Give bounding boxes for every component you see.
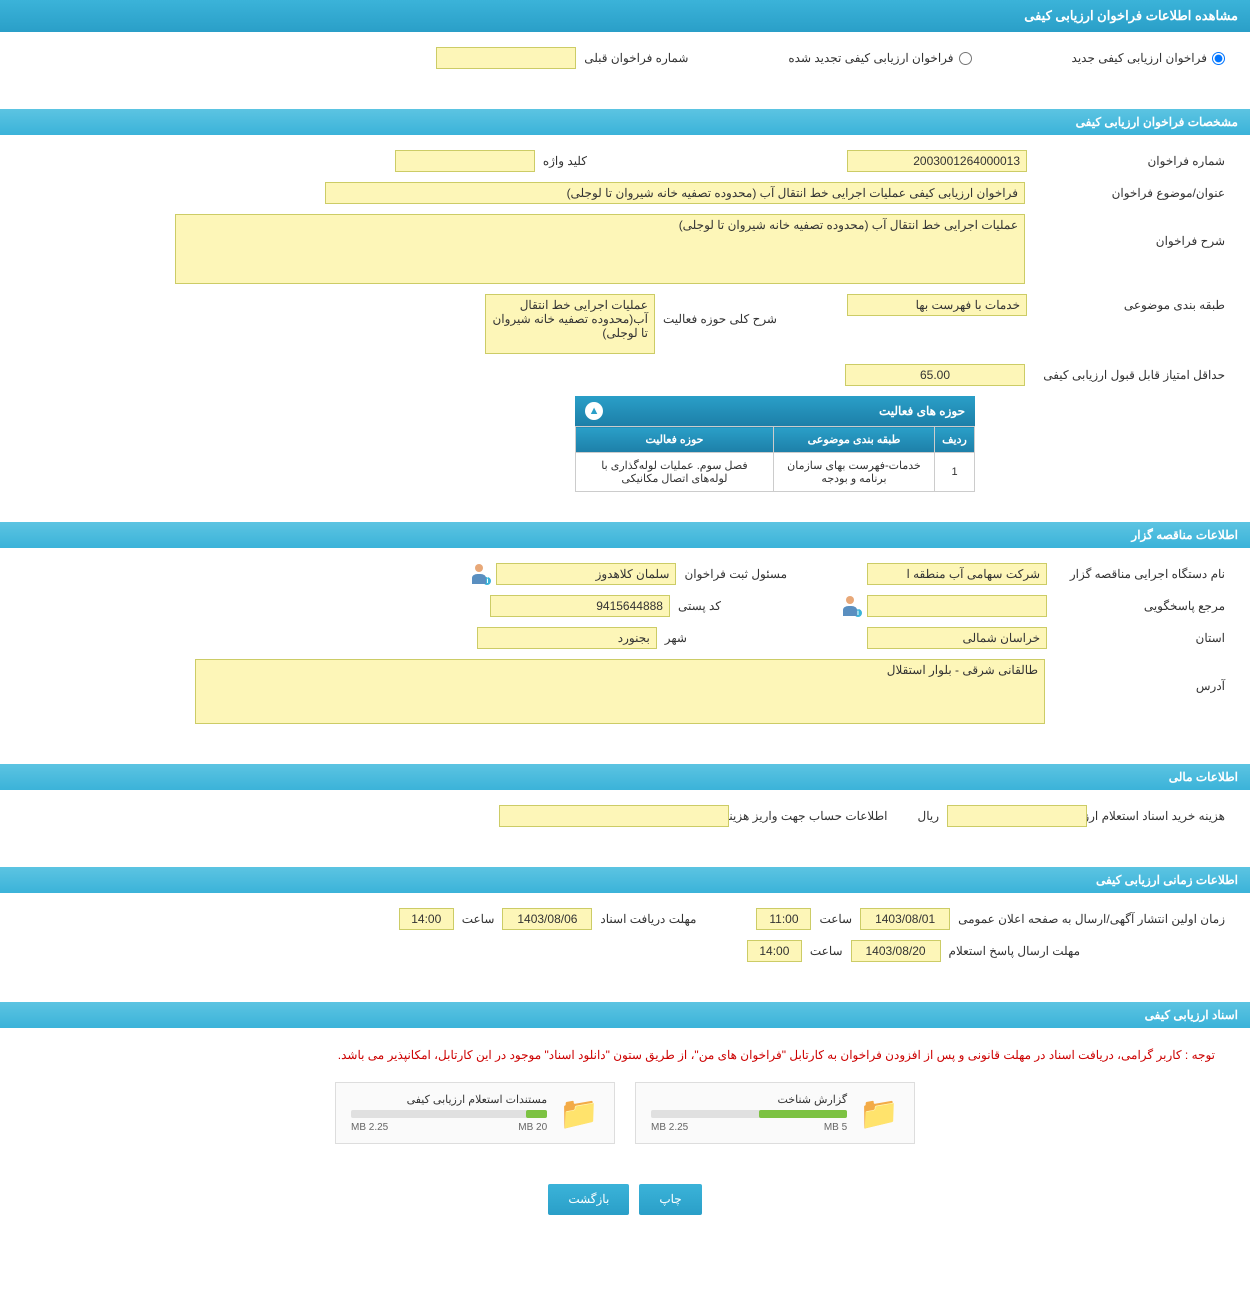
top-section: فراخوان ارزیابی کیفی جدید فراخوان ارزیاب…	[0, 32, 1250, 94]
city-field: بجنورد	[477, 627, 657, 649]
spec-body: شماره فراخوان 2003001264000013 کلید واژه…	[0, 135, 1250, 507]
file2-total: 20 MB	[518, 1122, 547, 1133]
number-label: شماره فراخوان	[1035, 154, 1225, 168]
province-label: استان	[1055, 631, 1225, 645]
deadline-receive-date: 1403/08/06	[502, 908, 592, 930]
org-label: نام دستگاه اجرایی مناقصه گزار	[1055, 567, 1225, 581]
registrar-field: سلمان کلاهدوز	[496, 563, 676, 585]
subject-field: فراخوان ارزیابی کیفی عملیات اجرایی خط ان…	[325, 182, 1025, 204]
time-label-1: ساعت	[819, 912, 852, 926]
publish-time: 11:00	[756, 908, 811, 930]
radio-renewed[interactable]: فراخوان ارزیابی کیفی تجدید شده	[788, 51, 971, 65]
collapse-icon[interactable]: ▲	[585, 402, 603, 420]
number-field: 2003001264000013	[847, 150, 1027, 172]
city-label: شهر	[665, 631, 687, 645]
org-field: شرکت سهامی آب منطقه ا	[867, 563, 1047, 585]
postal-label: کد پستی	[678, 599, 721, 613]
file1-used: 2.25 MB	[651, 1122, 688, 1133]
registrar-label: مسئول ثبت فراخوان	[684, 567, 787, 581]
respondent-field	[867, 595, 1047, 617]
keyword-label: کلید واژه	[543, 154, 587, 168]
financial-body: هزینه خرید اسناد استعلام ارزیابی کیفی ری…	[0, 790, 1250, 852]
prev-number-field	[436, 47, 576, 69]
tenderer-header: اطلاعات مناقصه گزار	[0, 522, 1250, 548]
respondent-label: مرجع پاسخگویی	[1055, 599, 1225, 613]
deadline-send-time: 14:00	[747, 940, 802, 962]
cost-label: هزینه خرید اسناد استعلام ارزیابی کیفی	[1095, 809, 1225, 823]
publish-label: زمان اولین انتشار آگهی/ارسال به صفحه اعل…	[958, 912, 1225, 926]
cell-activity: فصل سوم. عملیات لوله‌گذاری با لوله‌های ا…	[576, 453, 774, 492]
docs-header: اسناد ارزیابی کیفی	[0, 1002, 1250, 1028]
radio-new[interactable]: فراخوان ارزیابی کیفی جدید	[1072, 51, 1225, 65]
col-category: طبقه بندی موضوعی	[773, 427, 934, 453]
person-icon-2: i	[841, 596, 859, 616]
activities-table-container: حوزه های فعالیت ▲ ردیف طبقه بندی موضوعی …	[575, 396, 975, 492]
back-button[interactable]: بازگشت	[548, 1184, 629, 1215]
activity-summary-field: عملیات اجرایی خط انتقال آب(محدوده تصفیه …	[485, 294, 655, 354]
publish-date: 1403/08/01	[860, 908, 950, 930]
activity-summary-label: شرح کلی حوزه فعالیت	[663, 294, 777, 326]
activities-table: ردیف طبقه بندی موضوعی حوزه فعالیت 1 خدما…	[575, 426, 975, 492]
financial-header: اطلاعات مالی	[0, 764, 1250, 790]
folder-icon: 📁	[559, 1094, 599, 1132]
file2-title: مستندات استعلام ارزیابی کیفی	[351, 1093, 547, 1106]
file2-used: 2.25 MB	[351, 1122, 388, 1133]
currency-label: ریال	[917, 809, 939, 823]
file1-total: 5 MB	[824, 1122, 847, 1133]
cell-idx: 1	[935, 453, 975, 492]
person-icon: i	[470, 564, 488, 584]
desc-field: عملیات اجرایی خط انتقال آب (محدوده تصفیه…	[175, 214, 1025, 284]
folder-icon: 📁	[859, 1094, 899, 1132]
time-label-2: ساعت	[462, 912, 495, 926]
province-field: خراسان شمالی	[867, 627, 1047, 649]
category-label: طبقه بندی موضوعی	[1035, 298, 1225, 312]
table-row: 1 خدمات-فهرست بهای سازمان برنامه و بودجه…	[576, 453, 975, 492]
docs-body: توجه : کاربر گرامی، دریافت اسناد در مهلت…	[0, 1028, 1250, 1159]
file1-progress	[759, 1110, 847, 1118]
timeline-header: اطلاعات زمانی ارزیابی کیفی	[0, 867, 1250, 893]
desc-label: شرح فراخوان	[1035, 214, 1225, 248]
subject-label: عنوان/موضوع فراخوان	[1035, 186, 1225, 200]
account-field	[499, 805, 729, 827]
deadline-receive-label: مهلت دریافت اسناد	[600, 912, 696, 926]
notice-text: توجه : کاربر گرامی، دریافت اسناد در مهلت…	[25, 1043, 1225, 1067]
activities-title-text: حوزه های فعالیت	[879, 404, 965, 418]
print-button[interactable]: چاپ	[639, 1184, 701, 1215]
account-label: اطلاعات حساب جهت واریز هزینه خرید اسناد	[737, 809, 887, 823]
radio-new-label: فراخوان ارزیابی کیفی جدید	[1072, 51, 1207, 65]
time-label-3: ساعت	[810, 944, 843, 958]
keyword-field	[395, 150, 535, 172]
file1-title: گزارش شناخت	[651, 1093, 847, 1106]
radio-new-input[interactable]	[1212, 52, 1225, 65]
page-title: مشاهده اطلاعات فراخوان ارزیابی کیفی	[0, 0, 1250, 32]
address-label: آدرس	[1055, 659, 1225, 693]
deadline-receive-time: 14:00	[399, 908, 454, 930]
col-row: ردیف	[935, 427, 975, 453]
radio-renewed-label: فراخوان ارزیابی کیفی تجدید شده	[788, 51, 953, 65]
min-score-label: حداقل امتیاز قابل قبول ارزیابی کیفی	[1035, 368, 1225, 382]
activities-title: حوزه های فعالیت ▲	[575, 396, 975, 426]
cost-field	[947, 805, 1087, 827]
radio-renewed-input[interactable]	[959, 52, 972, 65]
min-score-field: 65.00	[845, 364, 1025, 386]
cell-category: خدمات-فهرست بهای سازمان برنامه و بودجه	[773, 453, 934, 492]
spec-header: مشخصات فراخوان ارزیابی کیفی	[0, 109, 1250, 135]
deadline-send-label: مهلت ارسال پاسخ استعلام	[949, 944, 1080, 958]
tenderer-body: نام دستگاه اجرایی مناقصه گزار شرکت سهامی…	[0, 548, 1250, 749]
deadline-send-date: 1403/08/20	[851, 940, 941, 962]
address-field: طالقانی شرقی - بلوار استقلال	[195, 659, 1045, 724]
prev-number-label: شماره فراخوان قبلی	[584, 51, 688, 65]
postal-field: 9415644888	[490, 595, 670, 617]
timeline-body: زمان اولین انتشار آگهی/ارسال به صفحه اعل…	[0, 893, 1250, 987]
file-card-1[interactable]: 📁 گزارش شناخت 5 MB 2.25 MB	[635, 1082, 915, 1144]
file-card-2[interactable]: 📁 مستندات استعلام ارزیابی کیفی 20 MB 2.2…	[335, 1082, 615, 1144]
col-activity: حوزه فعالیت	[576, 427, 774, 453]
category-field: خدمات با فهرست بها	[847, 294, 1027, 316]
file2-progress	[526, 1110, 548, 1118]
